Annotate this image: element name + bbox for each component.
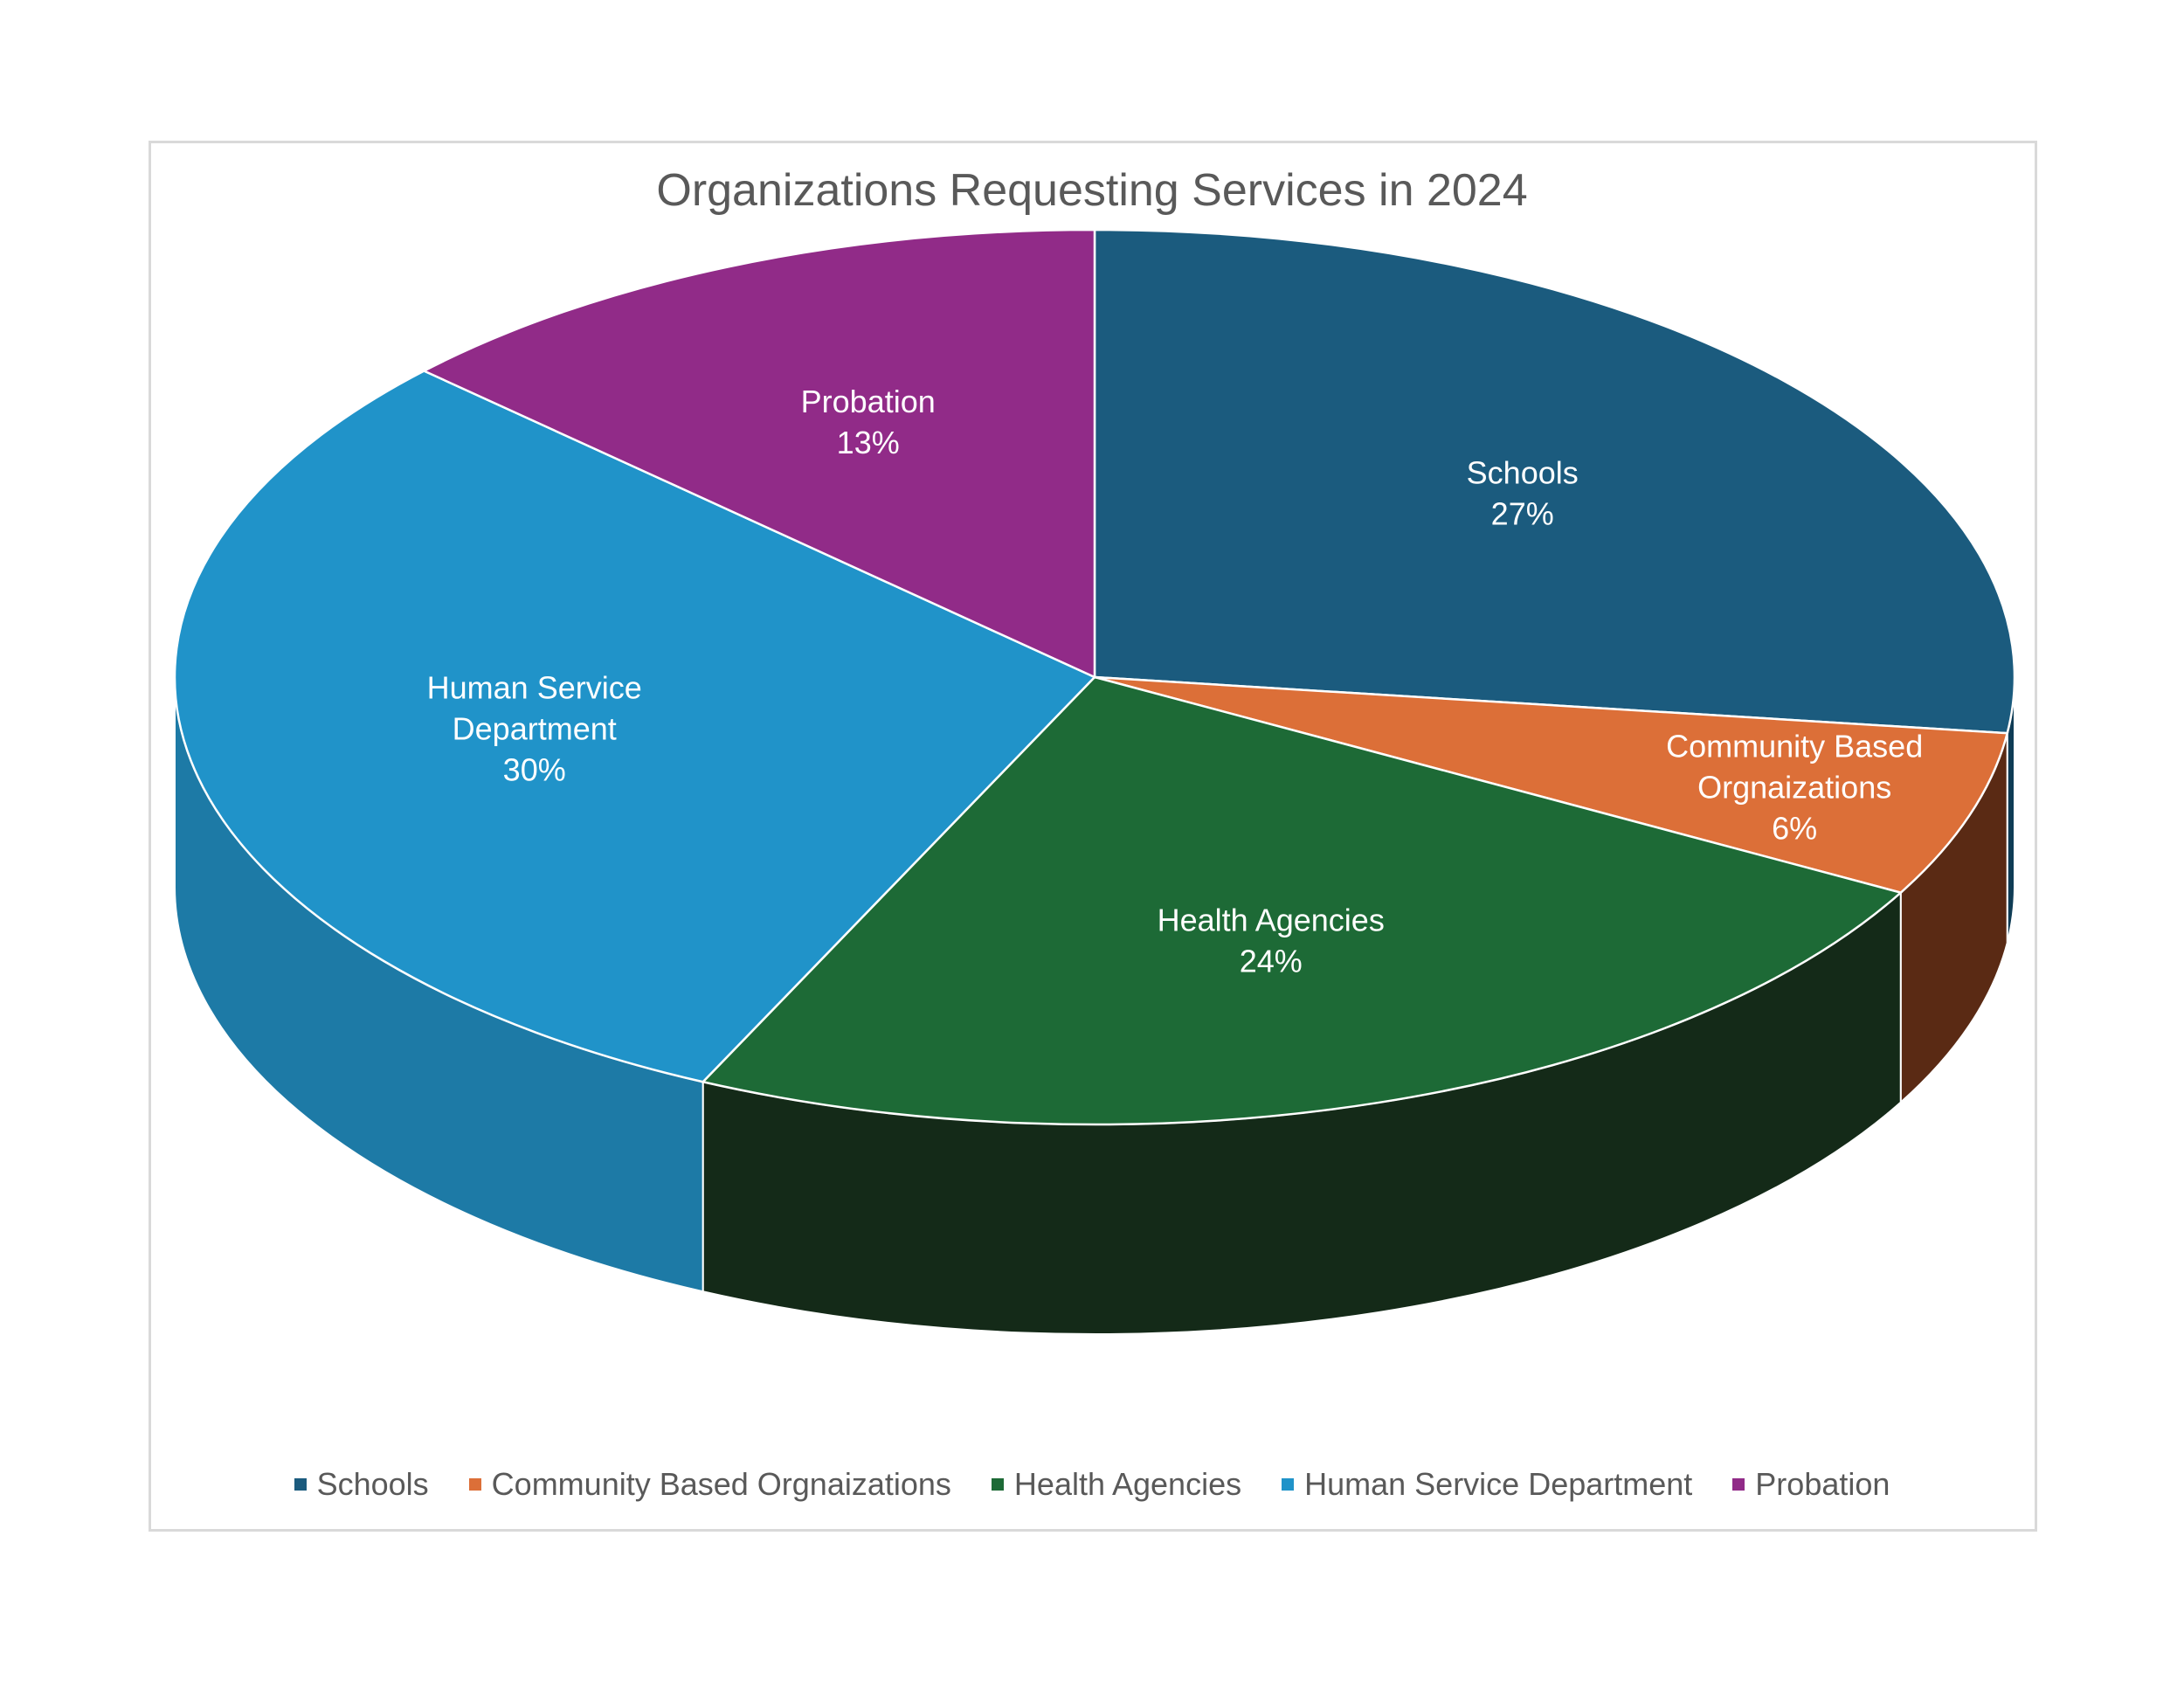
data-label-text: Probation	[801, 384, 936, 419]
pie-slice-human-service-department	[173, 370, 1097, 1083]
legend-item-community-based-orgnaizations: Community Based Orgnaizations	[468, 1466, 951, 1503]
legend-item-health-agencies: Health Agencies	[991, 1466, 1242, 1503]
data-label-health-agencies: Health Agencies 24%	[1158, 902, 1385, 979]
legend-label: Schools	[316, 1466, 429, 1502]
chart-title: Organizations Requesting Services in 202…	[656, 165, 1528, 216]
data-label-value: 24%	[1240, 943, 1303, 979]
data-label-value: 13%	[837, 425, 900, 460]
data-label-text: Health Agencies	[1158, 902, 1385, 937]
data-label-text: Orgnaizations	[1697, 770, 1891, 806]
legend: Schools Community Based Orgnaizations Heal…	[0, 1466, 2184, 1503]
pie-slice-probation	[421, 228, 1096, 679]
legend-item-human-service-department: Human Service Department	[1282, 1466, 1692, 1503]
pie-slice-community-based-orgnaizations	[1094, 675, 2009, 895]
pie-slice-health-agencies	[701, 675, 1904, 1126]
legend-swatch	[991, 1478, 1004, 1491]
data-label-value: 27%	[1491, 496, 1554, 532]
legend-label: Probation	[1755, 1466, 1890, 1502]
data-label-schools: Schools 27%	[1467, 455, 1579, 532]
legend-item-probation: Probation	[1732, 1466, 1890, 1503]
legend-label: Human Service Department	[1304, 1466, 1693, 1502]
pie-slice-schools	[1093, 228, 2016, 735]
legend-swatch	[1732, 1478, 1745, 1491]
legend-swatch	[1282, 1478, 1295, 1491]
data-label-text: Department	[453, 710, 617, 746]
data-label-human-service-department: Human Service Department 30%	[427, 669, 642, 787]
data-label-value: 30%	[503, 751, 566, 787]
data-label-text: Schools	[1467, 455, 1579, 491]
legend-item-schools: Schools	[294, 1466, 429, 1503]
data-label-value: 6%	[1772, 811, 1817, 847]
legend-swatch	[468, 1478, 481, 1491]
legend-label: Health Agencies	[1013, 1466, 1242, 1502]
legend-label: Community Based Orgnaizations	[491, 1466, 951, 1502]
data-label-text: Human Service	[427, 669, 642, 705]
legend-swatch	[294, 1478, 307, 1491]
data-label-probation: Probation 13%	[801, 384, 936, 460]
data-label-community-based-orgnaizations: Community Based Orgnaizations 6%	[1666, 729, 1923, 847]
data-label-text: Community Based	[1666, 729, 1923, 764]
